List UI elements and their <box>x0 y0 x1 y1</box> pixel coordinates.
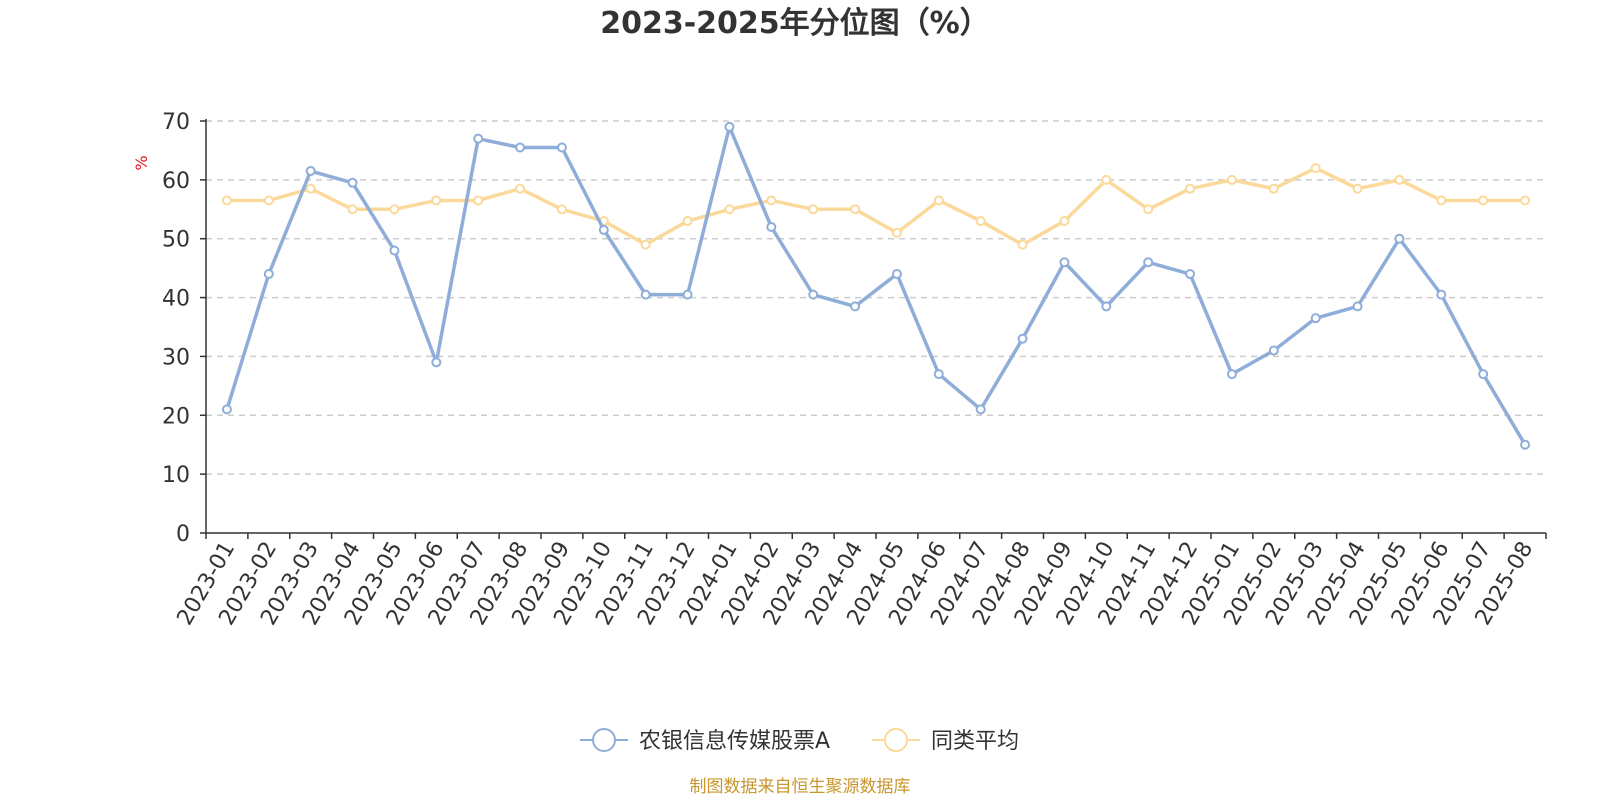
data-point[interactable] <box>766 221 777 232</box>
data-point[interactable] <box>808 289 819 300</box>
data-point[interactable] <box>1101 174 1112 185</box>
series-1 <box>221 121 1531 450</box>
data-point[interactable] <box>1268 183 1279 194</box>
data-point[interactable] <box>1352 301 1363 312</box>
data-point[interactable] <box>305 166 316 177</box>
y-tick-label: 40 <box>162 287 190 312</box>
data-point[interactable] <box>473 133 484 144</box>
data-point[interactable] <box>431 195 442 206</box>
data-point[interactable] <box>1017 333 1028 344</box>
series-lines <box>221 121 1531 450</box>
data-point[interactable] <box>221 404 232 415</box>
data-point[interactable] <box>1185 269 1196 280</box>
data-point[interactable] <box>1520 195 1531 206</box>
y-tick-label: 50 <box>162 228 190 253</box>
data-point[interactable] <box>975 404 986 415</box>
data-point[interactable] <box>1059 216 1070 227</box>
legend-item-2[interactable]: 同类平均 <box>872 728 1019 754</box>
data-point[interactable] <box>1185 183 1196 194</box>
data-point[interactable] <box>389 204 400 215</box>
data-point[interactable] <box>891 227 902 238</box>
data-point[interactable] <box>263 269 274 280</box>
data-point[interactable] <box>515 183 526 194</box>
axes <box>200 119 1547 539</box>
grid-lines <box>206 120 1546 475</box>
data-point[interactable] <box>933 369 944 380</box>
data-point[interactable] <box>1352 183 1363 194</box>
data-point[interactable] <box>1143 204 1154 215</box>
data-point[interactable] <box>724 121 735 132</box>
data-point[interactable] <box>1310 313 1321 324</box>
data-point[interactable] <box>975 216 986 227</box>
data-point[interactable] <box>1436 195 1447 206</box>
y-tick-label: 20 <box>162 404 190 429</box>
data-point[interactable] <box>724 204 735 215</box>
data-point[interactable] <box>515 142 526 153</box>
data-point[interactable] <box>850 301 861 312</box>
data-point[interactable] <box>389 245 400 256</box>
data-point[interactable] <box>556 204 567 215</box>
data-point[interactable] <box>640 289 651 300</box>
data-source-note: 制图数据来自恒生聚源数据库 <box>690 777 911 797</box>
data-point[interactable] <box>431 357 442 368</box>
data-point[interactable] <box>850 204 861 215</box>
data-point[interactable] <box>305 183 316 194</box>
data-point[interactable] <box>891 269 902 280</box>
data-point[interactable] <box>1226 369 1237 380</box>
y-tick-label: 30 <box>162 345 190 370</box>
data-point[interactable] <box>682 289 693 300</box>
data-point[interactable] <box>1478 369 1489 380</box>
data-point[interactable] <box>808 204 819 215</box>
legend-item-1[interactable]: 农银信息传媒股票A <box>580 728 830 754</box>
data-point[interactable] <box>1478 195 1489 206</box>
y-axis-ticks: 0 10 20 30 40 50 60 70 <box>162 110 190 547</box>
data-point[interactable] <box>598 224 609 235</box>
y-tick-label: 10 <box>162 463 190 488</box>
data-point[interactable] <box>1310 163 1321 174</box>
data-point[interactable] <box>221 195 232 206</box>
data-point[interactable] <box>347 177 358 188</box>
data-point[interactable] <box>766 195 777 206</box>
data-point[interactable] <box>556 142 567 153</box>
data-point[interactable] <box>1394 174 1405 185</box>
series-line <box>225 125 1527 446</box>
data-point[interactable] <box>1436 289 1447 300</box>
x-axis-ticks: 2023-012023-022023-032023-042023-052023-… <box>173 538 1539 630</box>
data-point[interactable] <box>933 195 944 206</box>
data-point[interactable] <box>640 239 651 250</box>
data-point[interactable] <box>1394 233 1405 244</box>
legend-marker-icon <box>884 728 908 752</box>
legend[interactable]: 农银信息传媒股票A 同类平均 <box>580 728 1019 754</box>
legend-label: 农银信息传媒股票A <box>639 729 830 754</box>
data-point[interactable] <box>1059 257 1070 268</box>
data-point[interactable] <box>1268 345 1279 356</box>
y-tick-label: 0 <box>176 522 190 547</box>
data-point[interactable] <box>263 195 274 206</box>
data-point[interactable] <box>682 216 693 227</box>
data-point[interactable] <box>1143 257 1154 268</box>
data-point[interactable] <box>347 204 358 215</box>
y-axis-unit: % <box>132 155 151 170</box>
legend-label: 同类平均 <box>931 729 1019 754</box>
data-point[interactable] <box>473 195 484 206</box>
chart-title: 2023-2025年分位图（%） <box>600 6 990 41</box>
series-2 <box>221 163 1531 250</box>
data-point[interactable] <box>1520 439 1531 450</box>
data-point[interactable] <box>1017 239 1028 250</box>
data-point[interactable] <box>1101 301 1112 312</box>
y-tick-label: 70 <box>162 110 190 135</box>
y-tick-label: 60 <box>162 169 190 194</box>
data-point[interactable] <box>1226 174 1237 185</box>
series-line <box>226 166 1526 247</box>
legend-marker-icon <box>592 728 616 752</box>
